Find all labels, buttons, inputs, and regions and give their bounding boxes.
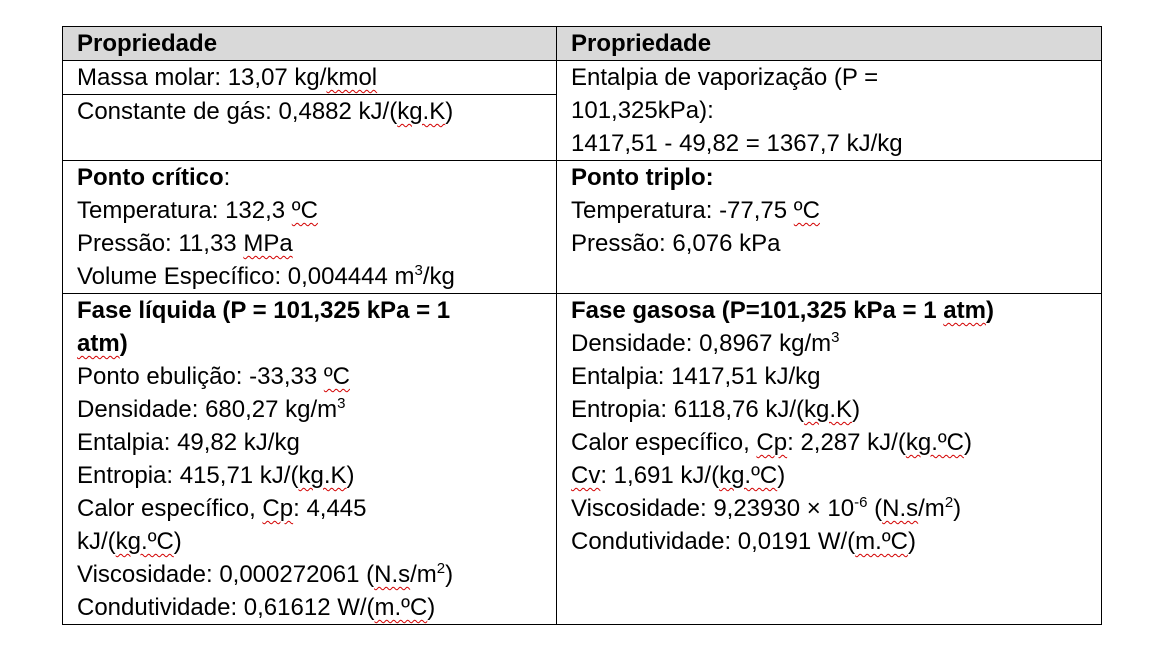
header-cell-left: Propriedade — [62, 26, 557, 61]
liquid-enthalpy: Entalpia: 49,82 kJ/kg — [77, 429, 300, 456]
header-row: Propriedade Propriedade — [62, 26, 1102, 61]
header-cell-right: Propriedade — [556, 26, 1102, 61]
cell-triple-point: Ponto triplo: Temperatura: -77,75 ºC Pre… — [556, 160, 1102, 294]
critical-volume: Volume Específico: 0,004444 m3/kg — [77, 262, 455, 290]
liquid-specific-heat-unit: kJ/(kg.ºC) — [77, 528, 182, 555]
gas-enthalpy: Entalpia: 1417,51 kJ/kg — [571, 363, 821, 390]
cell-critical-point: Ponto crítico: Temperatura: 132,3 ºC Pre… — [62, 160, 557, 294]
liquid-entropy: Entropia: 415,71 kJ/(kg.K) — [77, 462, 355, 489]
gas-conductivity: Condutividade: 0,0191 W/(m.ºC) — [571, 528, 916, 555]
triple-point-title: Ponto triplo: — [571, 164, 714, 191]
triple-pressure: Pressão: 6,076 kPa — [571, 230, 781, 257]
cell-molar-gas: Massa molar: 13,07 kg/kmol Constante de … — [62, 60, 557, 161]
gas-density: Densidade: 0,8967 kg/m3 — [571, 329, 840, 357]
cell-gas-phase: Fase gasosa (P=101,325 kPa = 1 atm) Dens… — [556, 293, 1102, 625]
cell-vaporization-enthalpy: Entalpia de vaporização (P = 101,325kPa)… — [556, 60, 1102, 161]
table-row: Ponto crítico: Temperatura: 132,3 ºC Pre… — [62, 160, 1102, 294]
gas-entropy: Entropia: 6118,76 kJ/(kg.K) — [571, 396, 861, 423]
cell-liquid-phase: Fase líquida (P = 101,325 kPa = 1 atm) P… — [62, 293, 557, 625]
vaporization-value-line: 1417,51 - 49,82 = 1367,7 kJ/kg — [571, 130, 903, 157]
liquid-conductivity: Condutividade: 0,61612 W/(m.ºC) — [77, 594, 436, 621]
table-row: Fase líquida (P = 101,325 kPa = 1 atm) P… — [62, 293, 1102, 625]
critical-pressure: Pressão: 11,33 MPa — [77, 230, 293, 257]
gas-cv: Cv: 1,691 kJ/(kg.ºC) — [571, 462, 786, 489]
gas-viscosity: Viscosidade: 9,23930 × 10-6 (N.s/m2) — [571, 494, 962, 522]
properties-table: Propriedade Propriedade Massa molar: 13,… — [62, 26, 1102, 625]
table-row: Massa molar: 13,07 kg/kmol Constante de … — [62, 60, 1102, 161]
triple-temperature: Temperatura: -77,75 ºC — [571, 197, 820, 224]
gas-phase-title: Fase gasosa (P=101,325 kPa = 1 atm) — [571, 297, 994, 324]
gas-specific-heat: Calor específico, Cp: 2,287 kJ/(kg.ºC) — [571, 429, 972, 456]
liquid-phase-title-cont: atm) — [77, 330, 128, 357]
vaporization-line: Entalpia de vaporização (P = — [571, 64, 879, 91]
gas-constant-line: Constante de gás: 0,4882 kJ/(kg.K) — [77, 98, 454, 125]
liquid-phase-title: Fase líquida (P = 101,325 kPa = 1 — [77, 297, 451, 324]
molar-mass-line: Massa molar: 13,07 kg/kmol — [63, 61, 556, 95]
liquid-specific-heat: Calor específico, Cp: 4,445 — [77, 495, 367, 522]
liquid-boiling-point: Ponto ebulição: -33,33 ºC — [77, 363, 350, 390]
liquid-density: Densidade: 680,27 kg/m3 — [77, 395, 346, 423]
liquid-viscosity: Viscosidade: 0,000272061 (N.s/m2) — [77, 560, 454, 588]
vaporization-pressure-line: 101,325kPa): — [571, 97, 714, 124]
critical-point-title: Ponto crítico: — [77, 164, 231, 191]
critical-temperature: Temperatura: 132,3 ºC — [77, 197, 318, 224]
